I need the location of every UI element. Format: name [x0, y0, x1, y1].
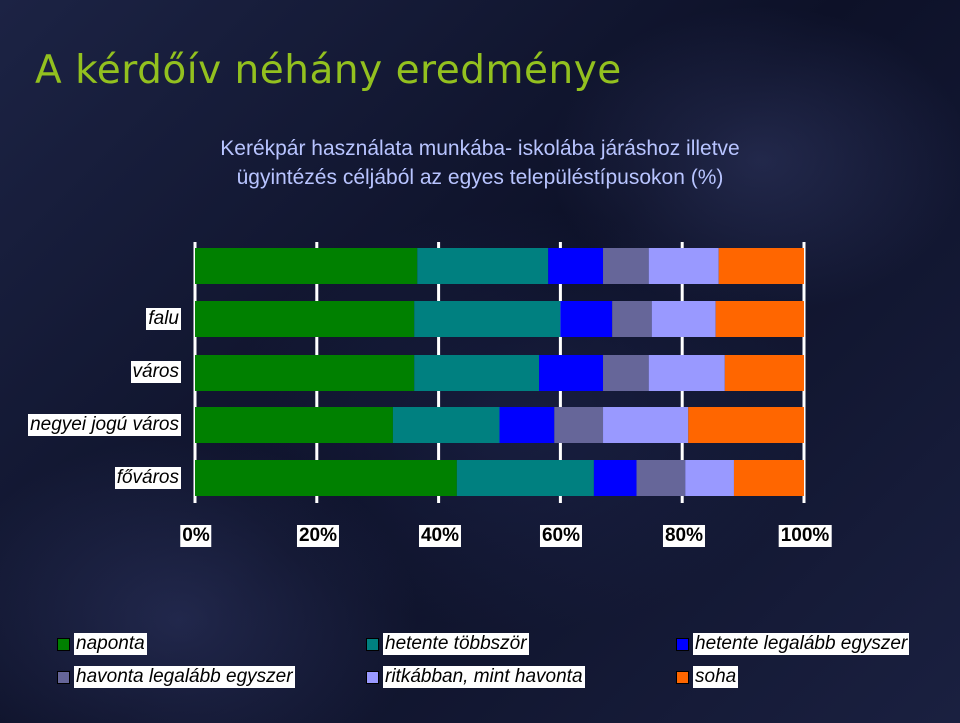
bar-segment [195, 355, 415, 391]
bar-segment [560, 301, 613, 337]
bar-segment [392, 407, 500, 443]
tick-label: 20% [296, 525, 340, 547]
bar-segment [648, 248, 719, 284]
category-label: város [130, 361, 181, 383]
legend-item-soha: soha [676, 666, 739, 688]
legend-swatch [676, 670, 689, 684]
bar-segment [718, 248, 804, 284]
tick-label: 40% [418, 525, 462, 547]
tick-label: 0% [180, 525, 212, 547]
legend-swatch [366, 637, 379, 651]
legend-swatch [676, 637, 689, 651]
tick-label: 100% [778, 525, 832, 547]
bar-segment [715, 301, 804, 337]
bar-segment [651, 301, 716, 337]
bar-segment [456, 460, 594, 496]
bar-segment [593, 460, 637, 496]
legend-item-ritkabban-mint-havonta: ritkábban, mint havonta [366, 666, 585, 688]
bar-segment [499, 407, 555, 443]
chart-title-line1: Kerékpár használata munkába- iskolába já… [220, 137, 740, 160]
bar-segment [648, 355, 725, 391]
bar-segment [603, 407, 689, 443]
bar-segment [603, 248, 649, 284]
chart-title-line2: ügyintézés céljából az egyes településtí… [236, 166, 724, 189]
bar-segment [733, 460, 804, 496]
legend-label: hetente többször [383, 633, 529, 655]
tick-label: 60% [539, 525, 583, 547]
bar-segment [612, 301, 652, 337]
legend-label: hetente legalább egyszer [693, 633, 910, 655]
bar-segment [548, 248, 604, 284]
bar-segment [195, 460, 457, 496]
tick-label: 80% [662, 525, 706, 547]
category-label: falu [146, 308, 181, 330]
category-label: főváros [114, 467, 181, 489]
bar-segment [414, 301, 561, 337]
bar-segment [539, 355, 604, 391]
bar-segment [724, 355, 804, 391]
category-label: negyei jogú város [28, 414, 181, 436]
bar-segment [554, 407, 604, 443]
legend-swatch [57, 670, 70, 684]
legend-label: ritkábban, mint havonta [383, 666, 585, 688]
page-title: A kérdőív néhány eredménye [35, 48, 622, 93]
bar-segment [195, 407, 393, 443]
bar-segment [417, 248, 549, 284]
legend-item-hetente-tobbszor: hetente többször [366, 633, 529, 655]
legend-label: naponta [74, 633, 147, 655]
legend-label: soha [693, 666, 739, 688]
legend-item-havonta-legalabb-egyszer: havonta legalább egyszer [57, 666, 295, 688]
legend-item-naponta: naponta [57, 633, 147, 655]
bar-segment [195, 248, 418, 284]
bar-segment [414, 355, 540, 391]
legend-label: havonta legalább egyszer [74, 666, 295, 688]
bar-segment [685, 460, 734, 496]
bar-segment [603, 355, 649, 391]
bar-segment [688, 407, 804, 443]
bar-segment [636, 460, 686, 496]
legend-item-hetente-legalabb-egyszer: hetente legalább egyszer [676, 633, 910, 655]
legend-swatch [57, 637, 70, 651]
legend-swatch [366, 670, 379, 684]
bar-segment [195, 301, 415, 337]
